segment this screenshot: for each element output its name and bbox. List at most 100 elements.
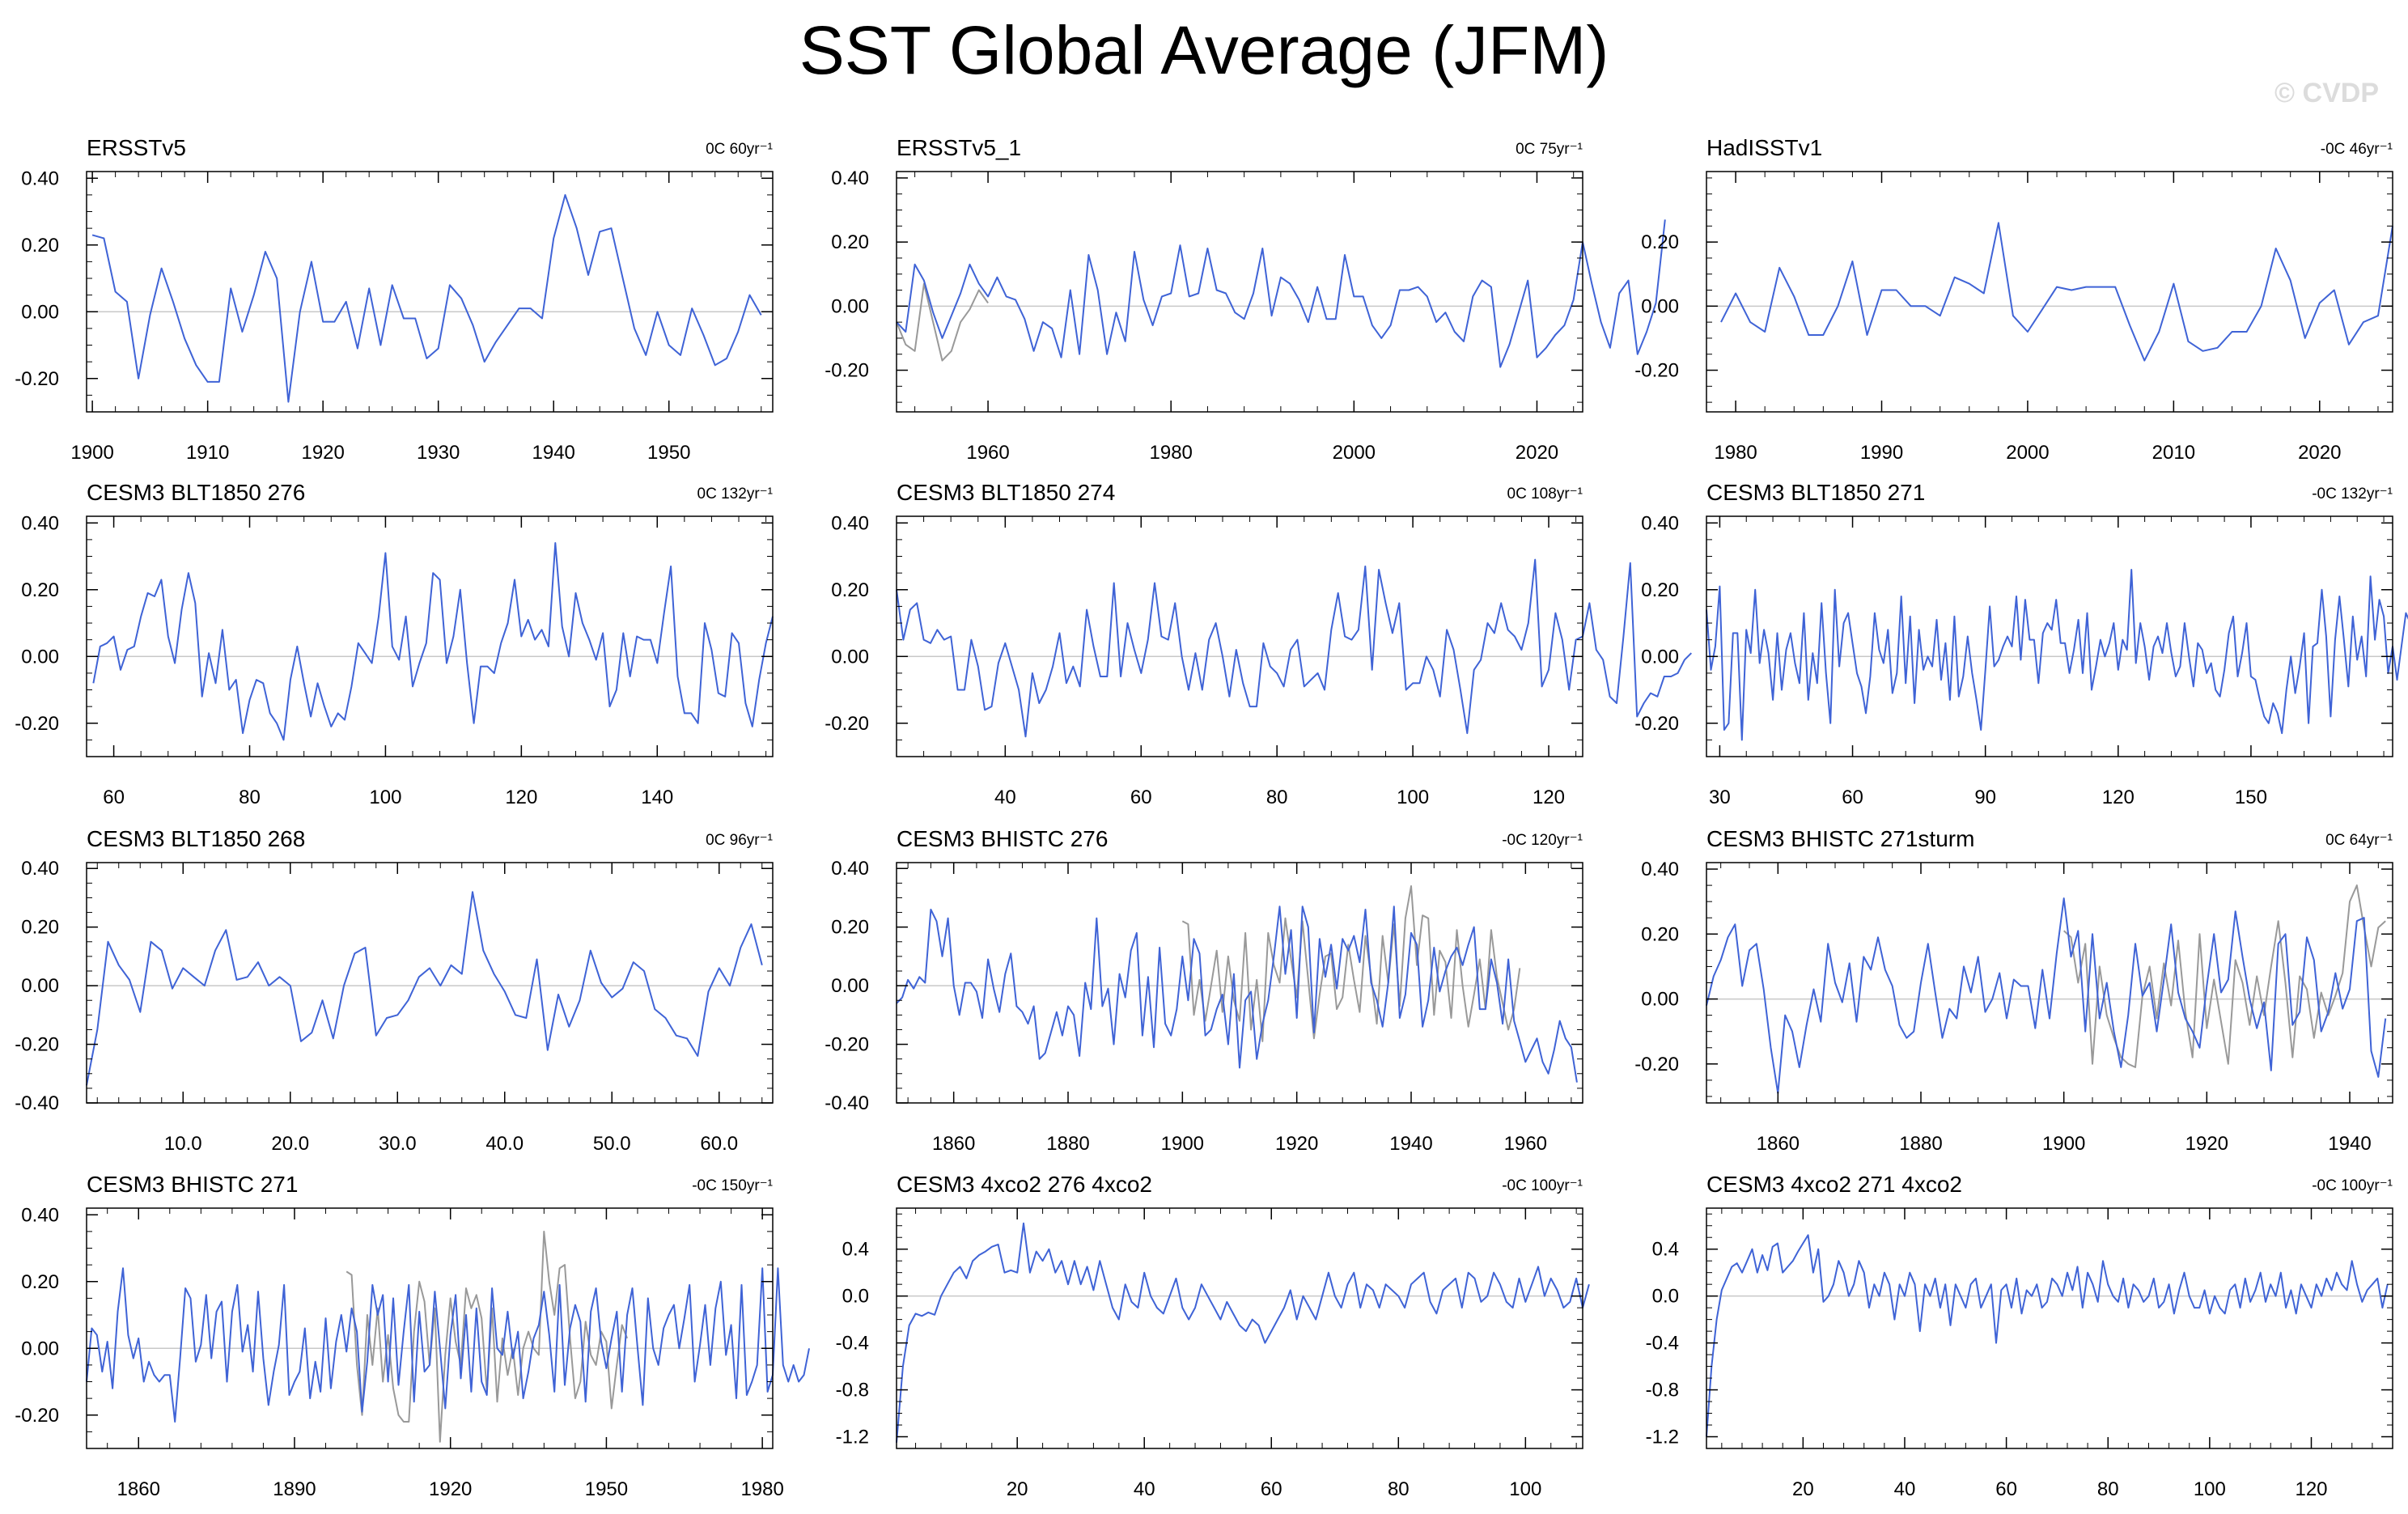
x-tick-label: 50.0 — [593, 1133, 631, 1155]
series-line-1 — [1706, 1234, 2389, 1437]
x-tick-label: 1980 — [1150, 442, 1193, 464]
chart-annotation: 0C 108yr⁻¹ — [1507, 486, 1583, 503]
chart-panel-11: CESM3 4xco2 276 4xco2 -0C 100yr⁻¹ 0.4 0.0 -0… — [836, 1172, 1590, 1500]
x-tick-label: 60 — [1995, 1478, 2017, 1500]
chart-annotation: -0C 120yr⁻¹ — [1502, 832, 1583, 849]
x-tick-label: 2000 — [1333, 442, 1376, 464]
y-tick-label: -0.8 — [1646, 1380, 1679, 1402]
chart-panel-3: HadISSTv1 -0C 46yr⁻¹ 0.20 0.00 -0.20 1980 1990… — [1634, 135, 2393, 464]
x-tick-label: 1920 — [2185, 1133, 2228, 1155]
series-line-1 — [896, 1222, 1590, 1443]
y-tick-label: 0.40 — [21, 1204, 59, 1226]
x-tick-label: 20 — [1792, 1478, 1814, 1500]
x-tick-label: 1950 — [585, 1478, 628, 1500]
plot-frame — [896, 862, 1583, 1104]
series-line-1 — [896, 282, 989, 362]
x-tick-label: 1960 — [966, 442, 1009, 464]
y-tick-label: 0.00 — [1641, 295, 1679, 317]
x-tick-label: 10.0 — [164, 1133, 202, 1155]
plot-frame — [896, 515, 1583, 757]
y-tick-label: 0.00 — [21, 975, 59, 997]
x-tick-label: 140 — [641, 787, 673, 808]
chart-annotation: 0C 64yr⁻¹ — [2325, 832, 2393, 849]
y-tick-label: 0.00 — [21, 1338, 59, 1359]
plot-frame — [1706, 515, 2393, 757]
chart-panel-4: CESM3 BLT1850 276 0C 132yr⁻¹ 0.40 0.20 0.00 -… — [15, 480, 774, 808]
x-tick-label: 80 — [1388, 1478, 1410, 1500]
x-tick-label: 1920 — [429, 1478, 472, 1500]
chart-panel-5: CESM3 BLT1850 274 0C 108yr⁻¹ 0.40 0.20 0.00 -… — [825, 480, 1693, 808]
chart-panel-8: CESM3 BHISTC 276 -0C 120yr⁻¹ 0.40 0.20 0.00 -… — [825, 826, 1583, 1155]
page-title: SST Global Average (JFM) — [799, 12, 1609, 88]
series-line-2 — [86, 1267, 810, 1423]
x-tick-label: 2010 — [2152, 442, 2195, 464]
x-tick-label: 2020 — [1516, 442, 1558, 464]
x-tick-label: 20 — [1007, 1478, 1028, 1500]
watermark: © CVDP — [2274, 78, 2379, 108]
series-line-1 — [346, 1230, 629, 1443]
y-tick-label: -0.4 — [1646, 1333, 1679, 1355]
y-tick-label: 0.00 — [831, 975, 869, 997]
y-tick-label: -0.40 — [15, 1092, 59, 1114]
y-tick-label: -0.40 — [825, 1092, 869, 1114]
x-tick-label: 1880 — [1899, 1133, 1942, 1155]
y-tick-label: 0.20 — [21, 235, 59, 257]
x-tick-label: 1980 — [740, 1478, 783, 1500]
x-tick-label: 2020 — [2298, 442, 2341, 464]
y-tick-label: -0.4 — [836, 1333, 869, 1355]
x-tick-label: 1960 — [1504, 1133, 1547, 1155]
x-tick-label: 100 — [1509, 1478, 1541, 1500]
x-tick-label: 80 — [2097, 1478, 2119, 1500]
plot-frame — [86, 862, 774, 1104]
series-line-1 — [2063, 884, 2386, 1068]
series-line-2 — [896, 905, 1578, 1083]
series-line-1 — [1706, 569, 2408, 741]
chart-panel-2: ERSSTv5_1 0C 75yr⁻¹ 0.40 0.20 0.00 -0.20 1960 1… — [825, 135, 1666, 464]
chart-panel-6: CESM3 BLT1850 271 -0C 132yr⁻¹ 0.40 0.20 0.00… — [1634, 480, 2408, 808]
y-tick-label: 0.40 — [1641, 512, 1679, 534]
x-tick-label: 30 — [1709, 787, 1731, 808]
x-tick-label: 30.0 — [379, 1133, 417, 1155]
series-line-1 — [92, 542, 774, 741]
y-tick-label: 0.00 — [831, 646, 869, 668]
y-tick-label: 0.40 — [1641, 859, 1679, 880]
chart-title: CESM3 BHISTC 271 — [87, 1172, 298, 1197]
x-tick-label: 1990 — [1860, 442, 1903, 464]
y-tick-label: 0.20 — [21, 917, 59, 939]
x-tick-label: 1980 — [1714, 442, 1757, 464]
y-tick-label: 0.40 — [831, 168, 869, 189]
chart-annotation: -0C 46yr⁻¹ — [2321, 141, 2393, 158]
x-tick-label: 1930 — [417, 442, 460, 464]
plot-frame — [1706, 1207, 2393, 1449]
x-tick-label: 100 — [2194, 1478, 2226, 1500]
x-tick-label: 120 — [1533, 787, 1565, 808]
y-tick-label: -1.2 — [1646, 1427, 1679, 1448]
chart-title: CESM3 BLT1850 274 — [897, 480, 1115, 505]
x-tick-label: 120 — [2295, 1478, 2327, 1500]
y-tick-label: 0.00 — [21, 646, 59, 668]
chart-title: HadISSTv1 — [1706, 135, 1822, 160]
y-tick-label: 0.40 — [21, 858, 59, 880]
y-tick-label: -0.20 — [15, 1405, 59, 1427]
x-tick-label: 1900 — [2042, 1133, 2085, 1155]
x-tick-label: 1860 — [932, 1133, 975, 1155]
plot-frame — [86, 1207, 774, 1449]
y-tick-label: 0.0 — [1652, 1286, 1679, 1308]
y-tick-label: 0.20 — [21, 1271, 59, 1293]
y-tick-label: 0.40 — [831, 512, 869, 534]
x-tick-label: 1920 — [1275, 1133, 1318, 1155]
x-tick-label: 1920 — [301, 442, 344, 464]
series-line-1 — [86, 891, 763, 1086]
chart-title: ERSSTv5 — [87, 135, 186, 160]
chart-title: CESM3 BLT1850 276 — [87, 480, 305, 505]
x-tick-label: 20.0 — [271, 1133, 309, 1155]
x-tick-label: 120 — [2102, 787, 2135, 808]
y-tick-label: -0.20 — [1634, 360, 1679, 382]
chart-annotation: 0C 60yr⁻¹ — [706, 141, 773, 158]
chart-panel-9: CESM3 BHISTC 271sturm 0C 64yr⁻¹ 0.40 0.20 0.… — [1634, 826, 2393, 1155]
x-tick-label: 100 — [369, 787, 401, 808]
y-tick-label: 0.20 — [1641, 923, 1679, 945]
chart-annotation: -0C 132yr⁻¹ — [2312, 486, 2393, 503]
x-tick-label: 1890 — [273, 1478, 316, 1500]
